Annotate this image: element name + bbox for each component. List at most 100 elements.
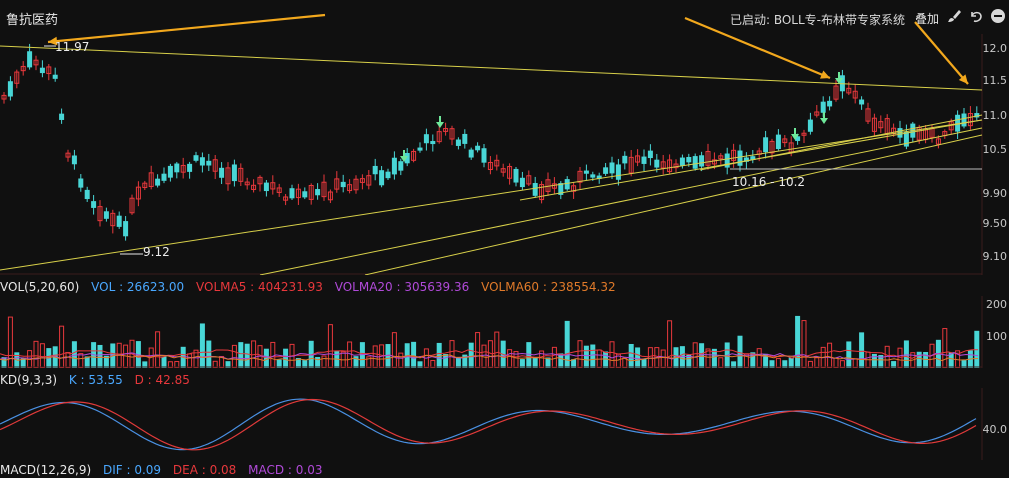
volume-bar: [782, 360, 788, 368]
signal-arrow: [820, 118, 828, 124]
candle-body: [500, 168, 506, 173]
vol-tick: 100: [986, 330, 1007, 343]
volume-bar: [846, 341, 852, 368]
volume-bar: [212, 360, 218, 368]
candle-body: [769, 140, 775, 154]
volume-bar: [628, 343, 634, 368]
vol-tick: 200: [986, 298, 1007, 311]
candle-body: [449, 128, 455, 140]
trend-line: [0, 119, 983, 271]
candle-body: [852, 90, 858, 99]
volume-bar: [1, 357, 7, 368]
kd-chart[interactable]: [0, 388, 1009, 460]
candle-body: [513, 168, 519, 183]
volume-bar: [84, 356, 90, 368]
candle-body: [148, 172, 154, 187]
vol-axis: 200 100: [981, 296, 1009, 368]
candle-body: [455, 139, 461, 146]
candle-body: [359, 178, 365, 183]
volume-bar: [7, 316, 13, 368]
volume-bar: [295, 358, 301, 368]
volume-bar: [411, 341, 417, 368]
volume-bar: [590, 344, 596, 368]
candle-body: [859, 99, 865, 105]
candle-body: [97, 206, 103, 222]
candle-body: [206, 160, 212, 166]
candle-body: [654, 159, 660, 168]
candle-body: [718, 155, 724, 160]
arrow-head: [820, 70, 830, 79]
volume-bar: [199, 323, 205, 368]
candle-body: [308, 185, 314, 200]
candle-body: [558, 183, 564, 195]
signal-arrow: [400, 156, 408, 162]
candle-body: [468, 149, 474, 158]
candle-body: [807, 119, 813, 132]
trend-line: [364, 134, 983, 275]
volume-bar: [327, 324, 333, 368]
volume-bar: [443, 354, 449, 368]
candle-body: [59, 113, 65, 120]
annotation-arrow: [914, 21, 969, 85]
price-chart[interactable]: [0, 0, 1009, 275]
volume-bar: [468, 342, 474, 368]
volume-bar: [487, 340, 493, 368]
dea-value: DEA : 0.08: [172, 463, 237, 477]
candle-body: [647, 150, 653, 159]
candle-body: [187, 163, 193, 172]
undo-icon[interactable]: [967, 7, 985, 25]
candle-body: [238, 167, 244, 182]
vol-title: VOL(5,20,60): [0, 280, 80, 294]
candle-body: [276, 187, 282, 193]
candle-body: [14, 71, 20, 84]
volume-bar: [609, 341, 615, 368]
volume-bar: [231, 344, 237, 368]
candle-body: [251, 184, 257, 190]
volume-bar: [507, 349, 513, 368]
candle-body: [103, 211, 109, 219]
candle-body: [820, 101, 826, 113]
volume-bar: [193, 349, 199, 368]
candle-body: [193, 155, 199, 161]
volma5-value: VOLMA5 : 404231.93: [196, 280, 323, 294]
candle-body: [903, 131, 909, 147]
macd-title: MACD(12,26,9): [0, 463, 92, 477]
volume-bar: [39, 343, 45, 368]
volume-bar: [244, 343, 250, 368]
candle-body: [539, 184, 545, 201]
candle-body: [590, 174, 596, 178]
candle-body: [494, 159, 500, 167]
k-value: K : 53.55: [68, 373, 123, 387]
d-value: D : 42.85: [134, 373, 190, 387]
candle-body: [33, 59, 39, 66]
volume-bar: [475, 332, 481, 368]
volume-bar: [884, 345, 890, 368]
candle-body: [91, 201, 97, 208]
k-line: [0, 398, 977, 451]
candle-body: [321, 181, 327, 198]
volume-bar: [839, 360, 845, 368]
brush-icon[interactable]: [945, 7, 963, 25]
volume-bar: [871, 353, 877, 368]
volume-bar: [302, 360, 308, 368]
volume-bar: [942, 328, 948, 368]
candle-body: [532, 183, 538, 196]
minus-circle-icon[interactable]: [989, 7, 1007, 25]
overlay-button[interactable]: 叠加: [914, 12, 939, 26]
trend-line: [0, 45, 983, 91]
annotation-arrow: [684, 16, 831, 80]
volume-bar: [391, 332, 397, 368]
volume-chart[interactable]: [0, 296, 1009, 368]
volume-bar: [718, 357, 724, 368]
volume-bar: [513, 351, 519, 368]
candle-body: [20, 65, 26, 72]
candle-body: [244, 181, 250, 186]
volume-bar: [891, 361, 897, 368]
dif-value: DIF : 0.09: [102, 463, 162, 477]
indicator-status[interactable]: 已启动: BOLL专-布林带专家系统: [729, 13, 905, 27]
candle-body: [801, 132, 807, 136]
candle-body: [84, 189, 90, 200]
volume-bar: [795, 315, 801, 368]
candle-body: [129, 197, 135, 214]
volma20-value: VOLMA20 : 305639.36: [334, 280, 470, 294]
